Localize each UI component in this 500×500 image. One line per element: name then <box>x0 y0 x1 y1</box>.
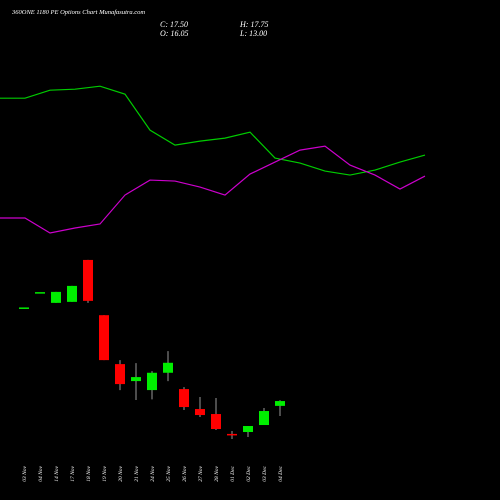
indicator-line <box>0 145 426 234</box>
x-tick-label: 14 Nov <box>53 465 60 481</box>
candle-body <box>195 409 205 416</box>
candle-body <box>131 377 141 382</box>
candle-body <box>51 291 61 303</box>
x-tick-label: 04 Dec <box>277 465 284 481</box>
chart-title: 360ONE 1180 PE Options Chart Munafasutra… <box>11 9 145 16</box>
x-tick-label: 27 Nov <box>198 465 204 481</box>
x-tick-label: 03 Dec <box>262 465 268 481</box>
candle-body <box>147 372 157 391</box>
candle-body <box>275 401 285 406</box>
x-tick-label: 04 Nov <box>37 465 44 481</box>
candle-body <box>83 259 93 301</box>
x-tick-label: 18 Nov <box>86 465 92 481</box>
low-info: L: 13.00 <box>239 29 267 38</box>
close-info: C: 17.50 <box>160 20 188 29</box>
candle-body <box>179 389 189 408</box>
candle-body <box>99 315 109 361</box>
x-tick-label: 26 Nov <box>182 465 188 481</box>
candle-body <box>227 433 237 436</box>
open-info: O: 16.05 <box>160 29 188 38</box>
x-tick-label: 19 Nov <box>102 465 108 481</box>
candle-body <box>259 411 269 426</box>
candle-body <box>211 414 221 430</box>
x-tick-label: 20 Nov <box>118 465 124 481</box>
x-tick-label: 24 Nov <box>149 465 156 481</box>
x-tick-label: 25 Nov <box>166 465 172 481</box>
candle-body <box>243 426 253 433</box>
x-tick-label: 28 Nov <box>214 465 220 481</box>
x-tick-label: 17 Nov <box>70 465 76 481</box>
x-tick-label: 01 Dec <box>230 465 236 481</box>
high-info: H: 17.75 <box>239 20 268 29</box>
candle-body <box>35 292 45 294</box>
candle-body <box>163 362 173 373</box>
candle-body <box>67 285 77 302</box>
x-tick-label: 03 Nov <box>22 465 28 481</box>
x-tick-label: 21 Nov <box>134 465 140 481</box>
candle-body <box>115 364 125 385</box>
x-tick-label: 02 Dec <box>246 465 252 481</box>
indicator-line <box>0 85 426 176</box>
candle-body <box>19 307 29 309</box>
